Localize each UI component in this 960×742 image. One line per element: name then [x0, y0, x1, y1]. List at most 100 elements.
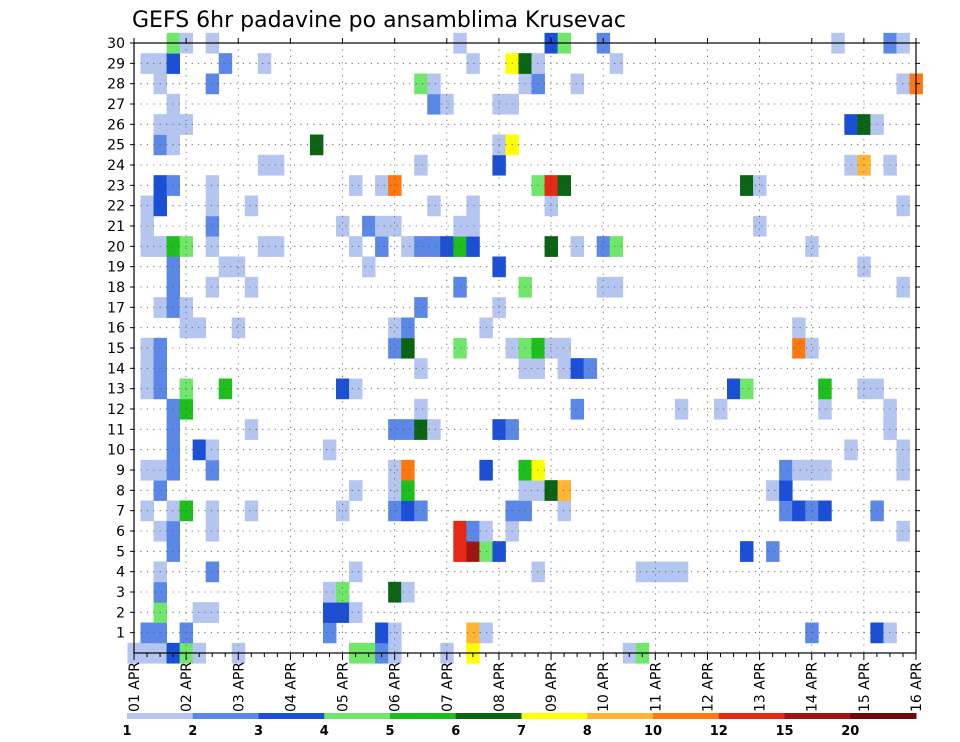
heatmap-cell: [401, 459, 415, 481]
y-tick-label: 20: [107, 239, 125, 255]
heatmap-cell: [453, 541, 467, 562]
axis-ticks: [130, 38, 920, 660]
y-tick-label: 16: [107, 321, 125, 337]
heatmap-cell: [322, 581, 337, 603]
x-tick-label: 13 APR: [753, 662, 769, 712]
heatmap-cell: [414, 154, 428, 176]
heatmap-cell: [440, 93, 454, 115]
y-tick-label: 9: [116, 463, 125, 479]
heatmap-cell: [401, 317, 415, 339]
heatmap-cell: [388, 581, 402, 603]
heatmap-cell: [779, 459, 793, 481]
heatmap-cell: [349, 561, 363, 583]
y-tick-label: 2: [116, 605, 125, 621]
heatmap-cell: [453, 276, 467, 298]
heatmap-cell: [544, 480, 558, 501]
y-tick-label: 15: [107, 341, 125, 357]
heatmap-cell: [818, 398, 832, 420]
heatmap-cell: [779, 480, 793, 501]
colorbar-swatch: [455, 713, 522, 719]
heatmap-cell: [753, 215, 767, 237]
heatmap-cell: [401, 236, 415, 257]
heatmap-cell: [648, 561, 663, 583]
chart-title: GEFS 6hr padavine po ansamblima Krusevac: [132, 8, 626, 33]
heatmap-cell: [375, 622, 389, 644]
x-tick-label: 01 APR: [127, 662, 143, 712]
y-tick-label: 28: [107, 77, 125, 93]
heatmap-cell: [674, 398, 689, 420]
heatmap-cell: [818, 459, 832, 481]
heatmap-cell: [375, 215, 389, 237]
heatmap-cell: [322, 622, 337, 644]
heatmap-cell: [375, 236, 389, 257]
heatmap-cell: [218, 378, 233, 400]
x-tick-label: 11 APR: [648, 662, 664, 712]
heatmap-cell: [257, 236, 272, 257]
x-tick-label: 03 APR: [231, 662, 247, 712]
heatmap-cell: [466, 622, 480, 644]
x-tick-label: 06 APR: [388, 662, 404, 712]
heatmap-cell: [466, 53, 480, 74]
colorbar-label: 1: [122, 724, 131, 739]
heatmap-cell: [740, 541, 754, 562]
x-tick-label: 02 APR: [179, 662, 195, 712]
heatmap-cell: [349, 378, 363, 400]
colorbar-swatch: [784, 713, 851, 719]
colorbar-label: 12: [710, 724, 728, 739]
heatmap-cell: [427, 93, 441, 115]
y-tick-label: 21: [107, 219, 125, 235]
heatmap-cell: [792, 337, 806, 359]
heatmap-cell: [661, 561, 676, 583]
heatmap-cell: [570, 73, 585, 95]
heatmap-cell: [583, 358, 598, 379]
heatmap-cell: [205, 215, 220, 237]
heatmap-cell: [231, 256, 246, 278]
heatmap-cell: [544, 195, 558, 217]
heatmap-cell: [466, 520, 480, 542]
heatmap-cell: [349, 602, 363, 623]
colorbar-label: 2: [188, 724, 197, 739]
heatmap-cell: [375, 175, 389, 196]
y-tick-label: 13: [107, 382, 125, 398]
colorbar-label: 10: [644, 724, 662, 739]
heatmap-cell: [427, 73, 441, 95]
heatmap-cell: [388, 419, 402, 440]
y-tick-label: 5: [116, 544, 125, 560]
heatmap-cell: [270, 154, 285, 176]
x-tick-label: 04 APR: [283, 662, 299, 712]
y-tick-label: 18: [107, 280, 125, 296]
colorbar-label: 3: [254, 724, 263, 739]
grid-lines: [134, 42, 917, 653]
heatmap-cell: [453, 337, 467, 359]
heatmap-cell: [414, 358, 428, 379]
x-tick-label: 10 APR: [596, 662, 612, 712]
y-tick-label: 12: [107, 402, 125, 418]
y-tick-label: 6: [116, 524, 125, 540]
heatmap-cell: [805, 337, 819, 359]
x-tick-label: 16 APR: [909, 662, 925, 712]
heatmap-cell: [818, 500, 832, 522]
x-tick-label: 05 APR: [336, 662, 352, 712]
heatmap-cell: [205, 195, 220, 217]
heatmap-cell: [414, 297, 428, 318]
colorbar-swatch: [192, 713, 259, 719]
colorbar-label: 5: [385, 724, 394, 739]
heatmap-cell: [362, 256, 376, 278]
heatmap-cell: [635, 561, 650, 583]
heatmap-cell: [414, 419, 428, 440]
y-tick-label: 29: [107, 56, 125, 72]
heatmap-cell: [466, 215, 480, 237]
heatmap-cell: [544, 175, 558, 196]
heatmap-cell: [427, 419, 441, 440]
y-tick-label: 24: [107, 158, 125, 174]
heatmap-cell: [440, 236, 454, 257]
colorbar-swatch: [587, 713, 654, 719]
heatmap-cell: [388, 317, 402, 339]
heatmap-cell: [192, 602, 207, 623]
heatmap-cell: [753, 175, 767, 196]
heatmap-cell: [466, 195, 480, 217]
y-tick-label: 8: [116, 483, 125, 499]
colorbar-label: 7: [517, 724, 526, 739]
heatmap-cell: [570, 358, 585, 379]
heatmap-cell: [466, 236, 480, 257]
